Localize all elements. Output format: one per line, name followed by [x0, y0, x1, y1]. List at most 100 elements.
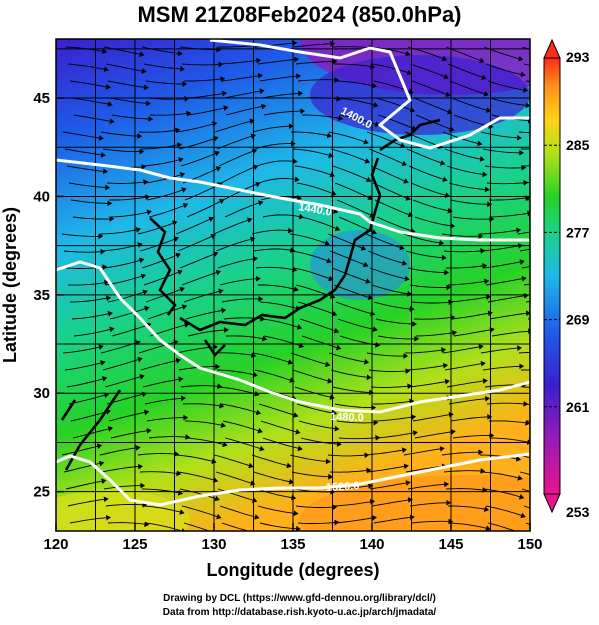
- streamline-arrowhead: [101, 48, 108, 55]
- streamline-arrowhead: [439, 446, 445, 452]
- streamline: [142, 378, 183, 388]
- streamline-arrowhead: [479, 57, 485, 63]
- streamline-arrowhead: [482, 171, 488, 178]
- streamline-arrowhead: [404, 275, 410, 282]
- streamline: [405, 250, 446, 259]
- streamline-arrowhead: [98, 135, 104, 141]
- streamline-arrowhead: [107, 311, 113, 317]
- streamline-arrowhead: [104, 279, 110, 286]
- streamline-arrowhead: [286, 462, 292, 469]
- streamline-arrowhead: [218, 61, 224, 68]
- streamline-arrowhead: [183, 414, 189, 421]
- streamline: [411, 520, 453, 524]
- streamline: [63, 462, 104, 473]
- streamline: [449, 80, 489, 96]
- streamline-arrowhead: [412, 321, 417, 327]
- streamline-arrowhead: [288, 123, 294, 130]
- streamline-arrowhead: [105, 295, 112, 301]
- streamline-arrowhead: [179, 509, 185, 515]
- streamline: [177, 471, 218, 482]
- streamline-arrowhead: [220, 76, 226, 82]
- streamline: [185, 92, 227, 99]
- streamline-arrowhead: [364, 358, 370, 365]
- streamline: [104, 375, 145, 388]
- streamline-arrowhead: [109, 216, 115, 222]
- streamline: [335, 301, 375, 315]
- streamline: [110, 429, 151, 439]
- streamline-arrowhead: [403, 463, 409, 470]
- streamline: [328, 131, 369, 144]
- streamline-arrowhead: [479, 156, 485, 162]
- streamline: [488, 197, 530, 201]
- streamline: [182, 403, 224, 407]
- streamline: [485, 505, 526, 518]
- streamline: [488, 420, 530, 424]
- x-tick-label: 140: [359, 536, 384, 553]
- x-tick-label: 145: [438, 536, 463, 553]
- streamline-arrowhead: [218, 198, 225, 205]
- streamline-arrowhead: [98, 344, 104, 350]
- streamline-arrowhead: [249, 118, 255, 125]
- streamline: [184, 420, 226, 427]
- streamline: [374, 416, 416, 422]
- streamline: [64, 148, 106, 156]
- streamline-arrowhead: [105, 184, 111, 191]
- y-tick-label: 35: [33, 287, 50, 304]
- streamline: [175, 454, 216, 463]
- streamline-arrowhead: [145, 100, 151, 107]
- streamline: [366, 131, 405, 148]
- streamline: [374, 199, 413, 217]
- streamline: [108, 411, 149, 422]
- streamline-arrowhead: [259, 445, 265, 452]
- streamline: [525, 522, 530, 525]
- streamline-arrowhead: [178, 376, 184, 383]
- streamline: [73, 328, 114, 337]
- streamline-arrowhead: [337, 115, 344, 121]
- streamline: [177, 234, 216, 252]
- streamline: [185, 309, 226, 320]
- streamline-arrowhead: [401, 260, 408, 266]
- streamline-arrowhead: [223, 327, 229, 333]
- streamline: [375, 97, 415, 112]
- streamline-arrowhead: [442, 176, 448, 182]
- streamline: [219, 505, 259, 519]
- streamline: [183, 522, 211, 531]
- streamline-arrowhead: [367, 194, 373, 201]
- streamline: [186, 199, 224, 218]
- streamline: [369, 46, 410, 56]
- colorbar-tick-label: 269: [566, 312, 590, 328]
- streamline: [453, 328, 494, 337]
- x-tick-label: 135: [280, 536, 305, 553]
- streamline: [216, 369, 258, 376]
- streamline: [331, 46, 373, 49]
- streamline-arrowhead: [558, 517, 562, 521]
- streamline: [486, 182, 528, 185]
- colorbar: 253 261 269 277 285 293: [543, 38, 590, 520]
- streamline: [143, 270, 183, 286]
- streamline-arrowhead: [561, 278, 565, 282]
- streamline-arrowhead: [261, 335, 268, 342]
- streamline-arrowhead: [293, 412, 299, 418]
- streamline: [214, 352, 256, 357]
- streamline: [333, 284, 373, 299]
- streamline-arrowhead: [452, 330, 458, 336]
- streamline: [451, 97, 491, 112]
- streamline: [447, 280, 489, 286]
- streamline-arrowhead: [98, 233, 104, 240]
- streamline: [142, 158, 183, 167]
- streamline-arrowhead: [173, 236, 180, 242]
- streamline: [107, 80, 148, 89]
- streamline: [484, 165, 526, 169]
- streamline: [406, 364, 448, 371]
- streamline: [367, 250, 407, 265]
- streamline-arrowhead: [517, 475, 523, 481]
- streamline-arrowhead: [182, 81, 188, 87]
- streamline: [377, 114, 416, 130]
- streamline-arrowhead: [223, 105, 229, 111]
- streamline-arrowhead: [483, 506, 490, 513]
- streamline: [103, 485, 145, 490]
- streamline-arrowhead: [517, 345, 522, 351]
- streamline-arrowhead: [100, 360, 106, 366]
- streamline: [373, 400, 414, 405]
- streamline-arrowhead: [368, 483, 374, 489]
